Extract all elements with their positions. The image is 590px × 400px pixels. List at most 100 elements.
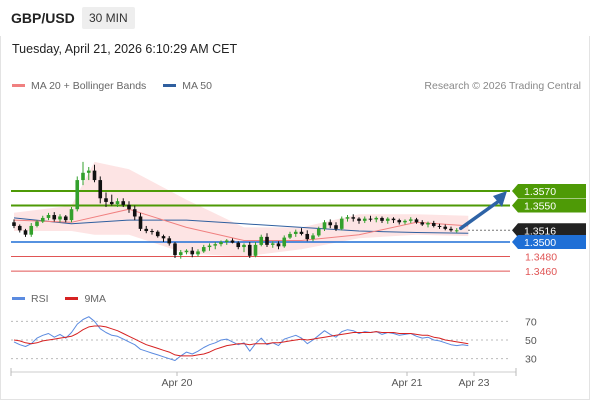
candle-body xyxy=(178,252,183,256)
ma50-line xyxy=(13,217,469,234)
candle xyxy=(397,218,402,225)
x-tick-label: Apr 20 xyxy=(162,377,193,389)
candle-body xyxy=(155,231,160,237)
candle xyxy=(276,241,281,250)
candle-body xyxy=(138,216,143,229)
candle-body xyxy=(213,244,218,246)
candle-body xyxy=(196,251,200,255)
legend-item-ma20: MA 20 + Bollinger Bands xyxy=(12,80,149,92)
candle-body xyxy=(219,241,223,245)
candle-body xyxy=(69,209,74,221)
rsi-tick-label: 50 xyxy=(525,335,537,347)
candle xyxy=(414,217,419,224)
candle-body xyxy=(391,218,396,221)
candle-body xyxy=(201,247,206,252)
legend-item-ma50: MA 50 xyxy=(163,80,212,92)
candle-body xyxy=(63,216,68,221)
candle xyxy=(265,233,269,248)
candle-body xyxy=(431,223,436,226)
rsi-line xyxy=(13,316,469,361)
candle-body xyxy=(190,250,195,255)
candle xyxy=(52,212,57,222)
candle xyxy=(259,234,264,247)
rsi-ma-legend-label: 9MA xyxy=(84,293,107,305)
candle-body xyxy=(316,228,321,236)
level-label-text: 1.3570 xyxy=(524,186,556,198)
candle-body xyxy=(253,244,258,256)
candle-body xyxy=(443,226,448,229)
candle-body xyxy=(230,240,235,243)
candle-body xyxy=(420,222,425,225)
candle-body xyxy=(58,216,62,220)
candle xyxy=(374,216,379,223)
candle xyxy=(29,223,34,237)
candle xyxy=(98,176,103,204)
candle-body xyxy=(17,225,22,231)
candle xyxy=(311,233,315,242)
candle xyxy=(247,241,252,258)
candle-body xyxy=(408,219,413,221)
candle xyxy=(86,166,91,181)
candle xyxy=(155,230,160,238)
candle xyxy=(288,231,292,240)
candle-body xyxy=(259,236,264,245)
candle-body xyxy=(92,170,97,181)
chart-header: GBP/USD 30 MIN xyxy=(0,0,590,36)
level-label-1-3550: 1.3550 xyxy=(512,198,586,213)
candle-body xyxy=(454,230,459,232)
copyright-label: Research © 2026 Trading Central xyxy=(424,80,581,92)
candle-body xyxy=(104,198,108,202)
candle xyxy=(17,224,22,233)
price-legend: MA 20 + Bollinger Bands MA 50 xyxy=(12,80,226,92)
candle-body xyxy=(173,243,177,256)
ma20-legend-label: MA 20 + Bollinger Bands xyxy=(31,80,147,92)
candle-body xyxy=(282,237,287,247)
candle xyxy=(161,234,166,242)
candle-body xyxy=(357,218,361,221)
candle xyxy=(115,198,120,208)
ma50-swatch xyxy=(163,83,177,87)
level-label-bg xyxy=(512,198,586,213)
ma20-swatch xyxy=(12,83,25,87)
candle-body xyxy=(86,170,91,173)
candle-body xyxy=(414,219,419,223)
candle xyxy=(196,249,200,257)
level-label-text: 1.3516 xyxy=(524,225,556,237)
candle xyxy=(219,240,223,247)
forecast-arrow-shaft xyxy=(459,199,501,231)
candle xyxy=(426,221,430,228)
bollinger-band xyxy=(14,161,469,257)
candle-body xyxy=(35,221,39,226)
level-label-bg xyxy=(512,234,586,249)
candle-body xyxy=(437,225,442,227)
candle xyxy=(58,214,62,223)
candle xyxy=(81,161,85,186)
candle-body xyxy=(81,172,85,181)
candle-body xyxy=(449,228,453,231)
candle xyxy=(12,219,16,229)
candle xyxy=(230,238,235,244)
candle-body xyxy=(322,222,327,229)
candle xyxy=(69,207,74,223)
candle xyxy=(351,214,356,222)
candle-body xyxy=(132,209,137,217)
candle xyxy=(127,201,131,213)
candle xyxy=(282,235,287,248)
candle xyxy=(293,229,298,237)
candle-body xyxy=(334,225,338,229)
candle xyxy=(299,228,304,236)
candle-body xyxy=(345,217,350,219)
candle-body xyxy=(362,218,367,221)
level-label-1-3480: 1.3480 xyxy=(525,252,557,264)
candle xyxy=(178,249,183,259)
candle-body xyxy=(397,220,402,223)
candle xyxy=(213,241,218,250)
candle xyxy=(190,247,195,258)
timeframe-badge[interactable]: 30 MIN xyxy=(82,7,135,29)
candle-body xyxy=(236,242,241,248)
candle xyxy=(357,217,361,224)
candle xyxy=(437,223,442,229)
candle-body xyxy=(426,223,430,225)
candle xyxy=(184,249,189,255)
candle xyxy=(270,241,275,248)
